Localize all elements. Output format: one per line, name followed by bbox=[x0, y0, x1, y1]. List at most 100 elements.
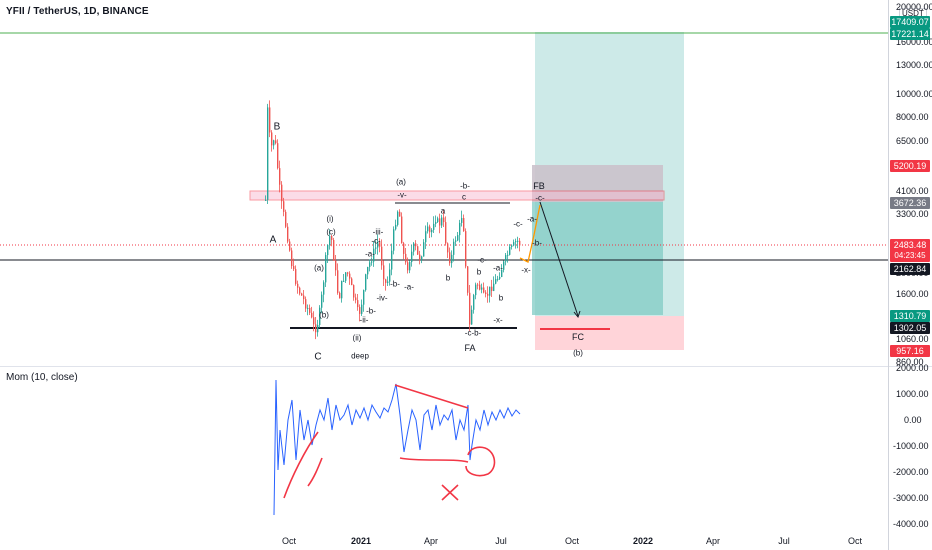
mom-tick: -4000.00 bbox=[893, 519, 929, 529]
horizontal-badge: 2162.84 bbox=[890, 263, 930, 275]
mom-tick: 2000.00 bbox=[896, 363, 929, 373]
wave-label: (i) bbox=[326, 214, 334, 224]
candle-body bbox=[303, 295, 305, 300]
candle-body bbox=[391, 250, 393, 270]
mom-support-line bbox=[399, 457, 469, 463]
wave-label: -b- bbox=[532, 238, 542, 248]
wave-label-c: C bbox=[314, 351, 322, 363]
candle-body bbox=[397, 211, 399, 225]
arrow-head bbox=[573, 310, 581, 319]
candle-body bbox=[517, 240, 519, 242]
candle-body bbox=[453, 241, 455, 255]
candle-body bbox=[265, 199, 267, 201]
candle-body bbox=[437, 218, 439, 222]
wave-label: -v- bbox=[397, 190, 407, 200]
target-top-badge: 17409.07 bbox=[890, 16, 930, 28]
candle-body bbox=[409, 262, 411, 271]
candle-body bbox=[481, 287, 483, 290]
candle-body bbox=[489, 286, 491, 296]
candle-body bbox=[377, 242, 379, 248]
mom-stroke-1 bbox=[283, 431, 319, 499]
candle-body bbox=[357, 300, 359, 308]
resistance-box bbox=[249, 190, 665, 201]
wave-label: -a- bbox=[365, 249, 375, 259]
candle-body bbox=[487, 293, 489, 296]
mom-stroke-2 bbox=[307, 457, 323, 487]
candle-body bbox=[507, 254, 509, 256]
candle-body bbox=[425, 231, 427, 243]
wave-label: -c-b- bbox=[464, 328, 482, 338]
candle-body bbox=[419, 254, 421, 260]
price-tick: 860.00 bbox=[896, 357, 924, 367]
candle-body bbox=[511, 245, 513, 247]
wave-label: -a- bbox=[404, 282, 414, 292]
candle-body bbox=[421, 256, 423, 260]
candle-body bbox=[341, 280, 343, 299]
time-label: Oct bbox=[281, 536, 297, 546]
candle-body bbox=[417, 246, 419, 255]
price-tick: 16000.00 bbox=[896, 37, 932, 47]
candle-body bbox=[275, 140, 277, 144]
candle-body bbox=[495, 279, 497, 284]
price-tick: 13000.00 bbox=[896, 60, 932, 70]
candle-body bbox=[497, 278, 499, 280]
candle-body bbox=[321, 294, 323, 308]
wave-label-a: A bbox=[269, 234, 277, 246]
candle-body bbox=[309, 307, 311, 313]
candle-body bbox=[335, 260, 337, 271]
wave-label: -iv- bbox=[376, 293, 388, 303]
candle-body bbox=[351, 278, 353, 286]
candle-body bbox=[327, 244, 329, 256]
time-label: Oct bbox=[847, 536, 863, 546]
time-label: Jul bbox=[778, 536, 790, 546]
candle-body bbox=[499, 276, 501, 279]
wave-label: -x- bbox=[521, 265, 531, 275]
candle-body bbox=[395, 224, 397, 230]
candle-body bbox=[461, 218, 463, 223]
candle-body bbox=[493, 283, 495, 291]
indicator-title[interactable]: Mom (10, close) bbox=[6, 372, 78, 383]
candle-body bbox=[329, 236, 331, 245]
candle-body bbox=[413, 243, 415, 252]
candle-body bbox=[477, 284, 479, 286]
pane-separator[interactable] bbox=[0, 366, 932, 367]
projection-arrow bbox=[539, 201, 579, 317]
candle-body bbox=[293, 266, 295, 270]
candle-body bbox=[423, 242, 425, 257]
candle-body bbox=[435, 221, 437, 224]
candles-group bbox=[265, 100, 521, 340]
candle-body bbox=[343, 280, 345, 282]
candle-body bbox=[449, 252, 451, 264]
wave-label: deep bbox=[351, 351, 369, 361]
candle-body bbox=[465, 231, 467, 267]
candle-body bbox=[469, 292, 471, 325]
candle-body bbox=[389, 269, 391, 282]
candle-body bbox=[299, 287, 301, 294]
wave-label: -c- bbox=[513, 219, 523, 229]
candle-body bbox=[483, 287, 485, 293]
mom-circle bbox=[465, 446, 496, 477]
time-label: Jul bbox=[495, 536, 507, 546]
wave-label: (a) bbox=[314, 263, 324, 273]
candle-body bbox=[445, 222, 447, 244]
wave-label: c bbox=[462, 192, 466, 202]
wave-label: -b- bbox=[390, 279, 400, 289]
wave-label: -ii- bbox=[359, 315, 369, 325]
candle-body bbox=[491, 286, 493, 291]
mom-tick: 0.00 bbox=[904, 415, 922, 425]
candle-body bbox=[337, 270, 339, 293]
wave-label-fb: FB bbox=[533, 181, 545, 191]
candle-body bbox=[515, 241, 517, 243]
countdown-value: 04:23:45 bbox=[894, 251, 926, 260]
candle-body bbox=[431, 229, 433, 233]
candle-body bbox=[369, 262, 371, 268]
target-badge: 17221.14 bbox=[890, 28, 930, 40]
candle-body bbox=[269, 107, 271, 133]
candle-body bbox=[519, 240, 521, 246]
wave-label: -a- bbox=[493, 263, 503, 273]
last-price-badge: 2483.48 04:23:45 bbox=[890, 239, 930, 262]
wave-label: (b) bbox=[319, 310, 329, 320]
mom-divergence-line bbox=[394, 384, 469, 409]
